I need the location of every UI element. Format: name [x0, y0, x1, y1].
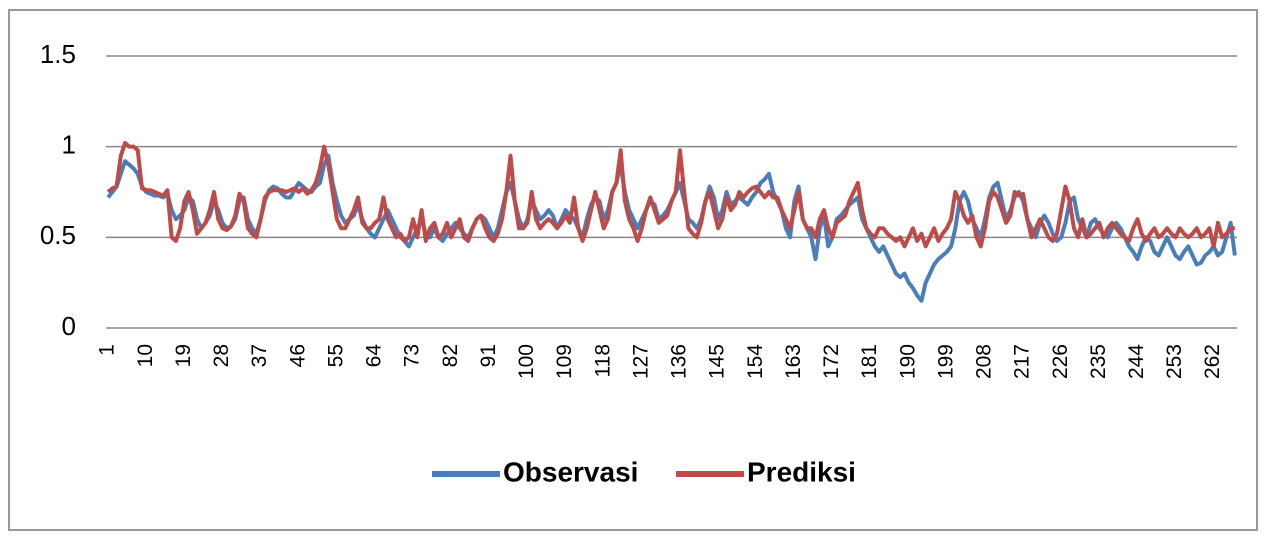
- x-tick-label: 64: [363, 344, 386, 368]
- x-tick-label: 37: [248, 344, 271, 367]
- chart-frame: [8, 9, 1258, 531]
- x-tick-label: 226: [1049, 344, 1072, 379]
- x-tick-label: 208: [973, 344, 996, 379]
- x-tick-label: 172: [820, 344, 843, 379]
- x-tick-label: 46: [286, 344, 309, 367]
- y-tick-label: 1: [62, 130, 76, 160]
- x-tick-label: 190: [896, 344, 919, 379]
- x-tick-label: 100: [515, 344, 538, 379]
- x-tick-label: 154: [744, 344, 767, 379]
- y-tick-label: 0: [62, 311, 76, 341]
- series-line: [106, 153, 1237, 303]
- x-tick-label: 118: [591, 344, 614, 377]
- x-tick-label: 1: [96, 344, 119, 356]
- series-line: [106, 141, 1235, 249]
- x-tick-label: 253: [1163, 344, 1186, 379]
- x-tick-label: 10: [134, 344, 157, 367]
- x-tick-label: 181: [858, 344, 881, 379]
- x-tick-label: 199: [934, 344, 957, 379]
- x-tick-label: 145: [706, 344, 729, 379]
- x-tick-label: 28: [210, 344, 233, 367]
- x-tick-label: 127: [629, 344, 652, 379]
- x-tick-label: 19: [172, 344, 195, 367]
- x-tick-label: 73: [401, 344, 424, 367]
- legend-label: Prediksi: [747, 456, 856, 487]
- x-tick-label: 163: [782, 344, 805, 379]
- legend-label: Observasi: [503, 456, 638, 487]
- x-tick-label: 217: [1011, 344, 1034, 379]
- y-tick-label: 0.5: [40, 220, 76, 250]
- y-tick-label: 1.5: [40, 39, 76, 69]
- x-tick-label: 91: [477, 344, 500, 367]
- x-tick-label: 136: [668, 344, 691, 379]
- x-tick-label: 109: [553, 344, 576, 379]
- x-tick-label: 235: [1087, 344, 1110, 379]
- x-tick-label: 244: [1125, 344, 1148, 379]
- x-tick-label: 55: [324, 344, 347, 367]
- x-tick-label: 82: [439, 344, 462, 367]
- x-tick-label: 262: [1201, 344, 1224, 379]
